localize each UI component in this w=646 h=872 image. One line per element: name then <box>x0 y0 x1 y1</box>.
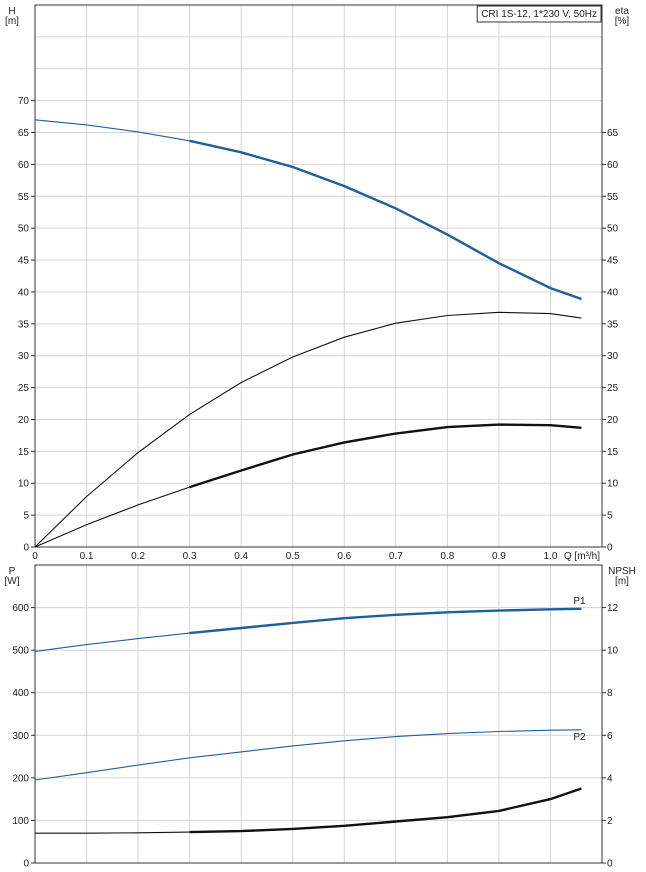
y-right-tick-label: 40 <box>607 287 619 298</box>
y-left-tick-label: 300 <box>12 731 29 742</box>
y-right-tick-label: 10 <box>607 646 619 657</box>
series-line-operating-range <box>189 607 582 635</box>
y-left-tick-label: 100 <box>12 816 29 827</box>
x-tick-label: 0.4 <box>234 551 248 562</box>
y-left-tick-label: 5 <box>23 511 29 522</box>
y-left-tick-label: 200 <box>12 773 29 784</box>
plot-frame <box>34 4 603 548</box>
x-tick-label: 1.0 <box>544 551 558 562</box>
y-left-tick-label: 40 <box>18 287 30 298</box>
y-left-axis-unit: [W] <box>5 576 20 587</box>
x-tick-label: 0.9 <box>492 551 506 562</box>
y-right-tick-label: 0 <box>607 859 613 870</box>
series-line-operating-range <box>189 787 582 834</box>
y-left-tick-label: 35 <box>18 319 30 330</box>
series-label: P2 <box>573 732 586 743</box>
x-axis-label: Q [m³/h] <box>564 551 600 562</box>
y-right-tick-label: 55 <box>607 192 619 203</box>
y-left-tick-label: 20 <box>18 415 30 426</box>
y-left-axis-label: P <box>9 566 16 577</box>
series-line-operating-range <box>189 139 582 301</box>
chart-title-box <box>476 5 602 23</box>
y-right-axis-unit: [%] <box>615 16 630 27</box>
x-tick-label: 0 <box>32 551 38 562</box>
series-line-operating-range <box>189 423 582 489</box>
y-left-tick-label: 30 <box>18 351 30 362</box>
y-left-tick-label: 0 <box>23 543 29 554</box>
series-line <box>34 311 582 548</box>
x-tick-label: 0.7 <box>389 551 403 562</box>
chart-title: CRI 1S-12, 1*230 V, 50Hz <box>481 9 597 20</box>
y-right-tick-label: 4 <box>607 773 613 784</box>
y-left-tick-label: 15 <box>18 447 30 458</box>
y-right-tick-label: 15 <box>607 447 619 458</box>
y-left-tick-label: 10 <box>18 479 30 490</box>
y-left-tick-label: 400 <box>12 688 29 699</box>
x-tick-label: 0.2 <box>131 551 145 562</box>
x-tick-label: 0.5 <box>286 551 300 562</box>
y-left-tick-label: 50 <box>18 224 30 235</box>
y-left-tick-label: 65 <box>18 128 30 139</box>
y-right-tick-label: 20 <box>607 415 619 426</box>
y-left-tick-label: 0 <box>23 859 29 870</box>
y-right-tick-label: 0 <box>607 543 613 554</box>
series-line <box>34 424 582 548</box>
y-left-tick-label: 70 <box>18 96 30 107</box>
y-left-tick-label: 25 <box>18 383 30 394</box>
x-tick-label: 0.6 <box>337 551 351 562</box>
y-right-tick-label: 30 <box>607 351 619 362</box>
series-label: P1 <box>573 596 586 607</box>
x-tick-label: 0.1 <box>80 551 94 562</box>
y-right-tick-label: 60 <box>607 160 619 171</box>
series-line <box>34 608 582 652</box>
y-right-tick-label: 65 <box>607 128 619 139</box>
y-left-tick-label: 500 <box>12 646 29 657</box>
x-tick-label: 0.8 <box>440 551 454 562</box>
y-right-tick-label: 8 <box>607 688 613 699</box>
y-right-tick-label: 35 <box>607 319 619 330</box>
series-line <box>34 729 582 781</box>
y-left-tick-label: 600 <box>12 603 29 614</box>
y-left-axis-unit: [m] <box>5 16 19 27</box>
plot-frame <box>34 564 603 864</box>
y-right-axis-label: eta <box>615 6 629 17</box>
y-left-tick-label: 45 <box>18 256 30 267</box>
y-right-tick-label: 6 <box>607 731 613 742</box>
y-left-axis-label: H <box>8 6 15 17</box>
y-right-axis-unit: [m] <box>615 576 629 587</box>
y-right-tick-label: 45 <box>607 256 619 267</box>
x-tick-label: 0.3 <box>183 551 197 562</box>
y-right-tick-label: 5 <box>607 511 613 522</box>
series-line <box>34 119 582 300</box>
y-left-tick-label: 60 <box>18 160 30 171</box>
y-right-tick-label: 50 <box>607 224 619 235</box>
y-right-tick-label: 12 <box>607 603 619 614</box>
y-right-tick-label: 10 <box>607 479 619 490</box>
y-right-tick-label: 2 <box>607 816 613 827</box>
y-right-axis-label: NPSH <box>608 566 636 577</box>
y-right-tick-label: 25 <box>607 383 619 394</box>
y-left-tick-label: 55 <box>18 192 30 203</box>
